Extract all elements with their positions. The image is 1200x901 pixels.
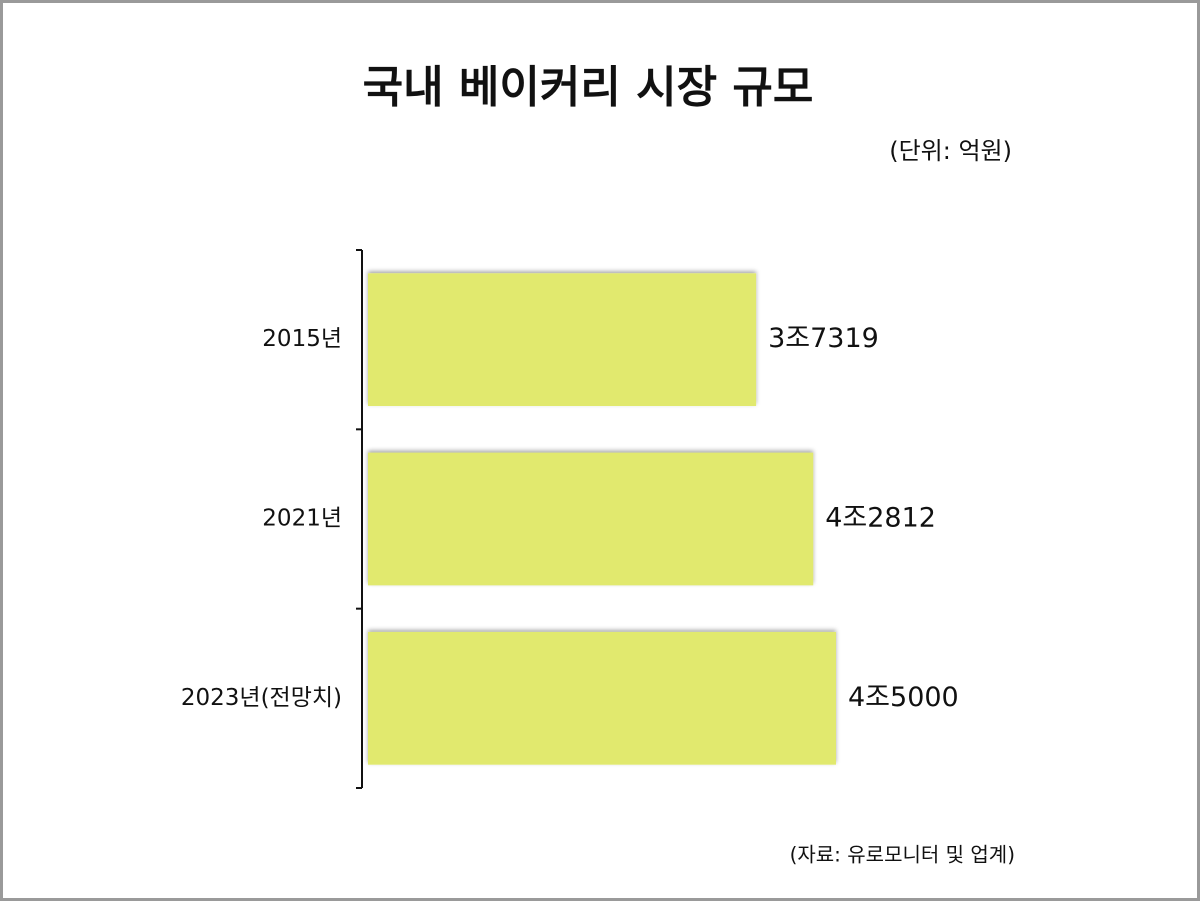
value-label: 4조5000 <box>848 682 959 713</box>
value-label: 4조2812 <box>825 503 936 534</box>
y-tick-label: 2021년 <box>262 506 342 532</box>
value-label: 3조7319 <box>768 323 879 354</box>
plot-area: 2015년 3조7319 2021년 4조2812 2023년(전망치) 4조5000 <box>181 249 959 789</box>
y-tick-label: 2023년(전망치) <box>181 685 342 711</box>
y-tick-label: 2015년 <box>262 326 342 352</box>
bar <box>368 452 814 586</box>
bar <box>368 273 757 407</box>
source-note: (자료: 유로모니터 및 업계) <box>790 843 1015 867</box>
chart-title: 국내 베이커리 시장 규모 <box>363 62 814 113</box>
bar <box>368 631 836 765</box>
unit-note: (단위: 억원) <box>889 137 1012 165</box>
